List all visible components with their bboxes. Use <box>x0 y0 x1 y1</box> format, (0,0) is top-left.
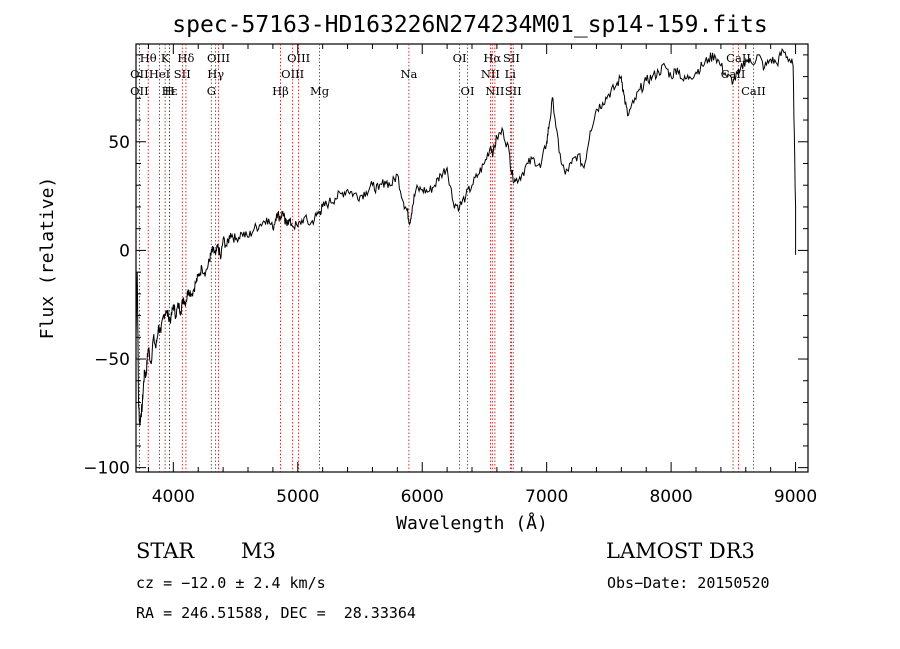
x-tick-label-1: 5000 <box>276 487 319 507</box>
y-tick-label-2: 0 <box>119 241 130 261</box>
line-label-18: OII <box>130 84 149 98</box>
line-label-12: Hγ <box>207 67 224 81</box>
x-axis-label: Wavelength (Å) <box>396 512 548 534</box>
y-axis-label: Flux (relative) <box>37 177 58 340</box>
y-tick-label-3: 50 <box>108 133 130 153</box>
line-label-26: SII <box>505 84 522 98</box>
x-tick-label-5: 9000 <box>774 487 817 507</box>
y-tick-label-1: −50 <box>94 350 130 370</box>
line-label-6: Hα <box>483 51 501 65</box>
object-type: STAR <box>136 539 195 563</box>
line-label-23: Mg <box>310 84 330 98</box>
emission-line-markers <box>138 44 754 472</box>
line-label-13: OIII <box>281 67 304 81</box>
line-label-19: Hε <box>162 84 178 98</box>
redshift-velocity: cz = −12.0 ± 2.4 km/s <box>136 574 326 592</box>
x-tick-label-2: 6000 <box>401 487 444 507</box>
line-label-0: Hθ <box>140 51 157 65</box>
axis-ticks: 4000 5000 6000 7000 8000 9000 −100 −50 0 50 <box>83 44 817 507</box>
line-label-7: SII <box>503 51 520 65</box>
line-label-25: NII <box>485 84 504 98</box>
line-label-2: Hδ <box>177 51 194 65</box>
survey-name: LAMOST DR3 <box>606 539 755 563</box>
line-label-24: OI <box>461 84 475 98</box>
line-label-8: CaII <box>726 51 751 65</box>
y-tick-label-0: −100 <box>83 459 130 479</box>
line-label-16: Li <box>505 67 517 81</box>
line-label-20: H <box>164 84 174 98</box>
line-label-9: OII <box>130 67 149 81</box>
line-label-1: K <box>161 51 170 65</box>
x-tick-label-0: 4000 <box>152 487 195 507</box>
line-label-11: SII <box>174 67 191 81</box>
chart-title: spec-57163-HD163226N274234M01_sp14-159.f… <box>172 12 767 38</box>
x-tick-label-4: 8000 <box>649 487 692 507</box>
plot-frame <box>135 43 809 473</box>
line-label-15: NII <box>481 67 500 81</box>
line-label-27: CaII <box>741 84 766 98</box>
line-label-21: G <box>207 84 216 98</box>
line-label-10: HeI <box>149 67 170 81</box>
line-label-22: Hβ <box>272 84 289 98</box>
line-label-3: OIII <box>207 51 230 65</box>
coordinates: RA = 246.51588, DEC = 28.33364 <box>136 604 416 622</box>
line-label-4: OIII <box>287 51 310 65</box>
observation-date: Obs−Date: 20150520 <box>607 574 770 592</box>
line-label-5: OI <box>453 51 467 65</box>
spectrum-series-line <box>135 47 797 426</box>
x-tick-label-3: 7000 <box>525 487 568 507</box>
subclass: M3 <box>241 539 276 563</box>
line-label-14: Na <box>400 67 417 81</box>
